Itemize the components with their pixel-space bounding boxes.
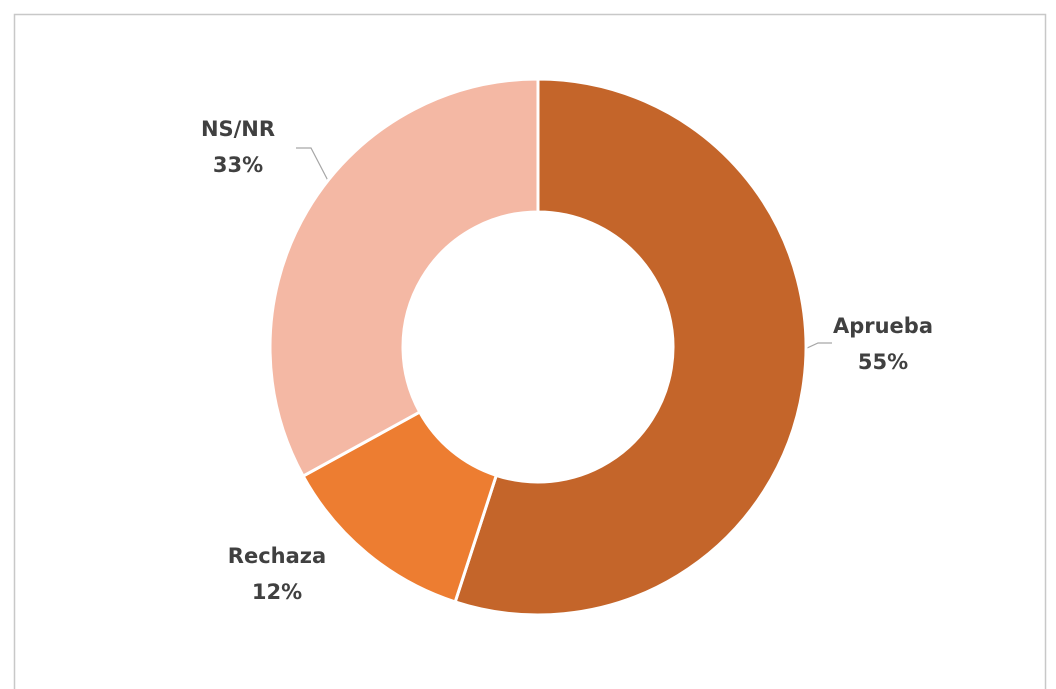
donut-slice <box>453 77 808 617</box>
slice-value-label: 33% <box>213 153 263 177</box>
slice-label: NS/NR <box>201 117 275 141</box>
slice-value-label: 12% <box>252 580 302 604</box>
slice-value-label: 55% <box>858 350 908 374</box>
slice-label: Rechaza <box>228 544 326 568</box>
donut-slice <box>268 77 540 479</box>
slice-label: Aprueba <box>833 314 933 338</box>
